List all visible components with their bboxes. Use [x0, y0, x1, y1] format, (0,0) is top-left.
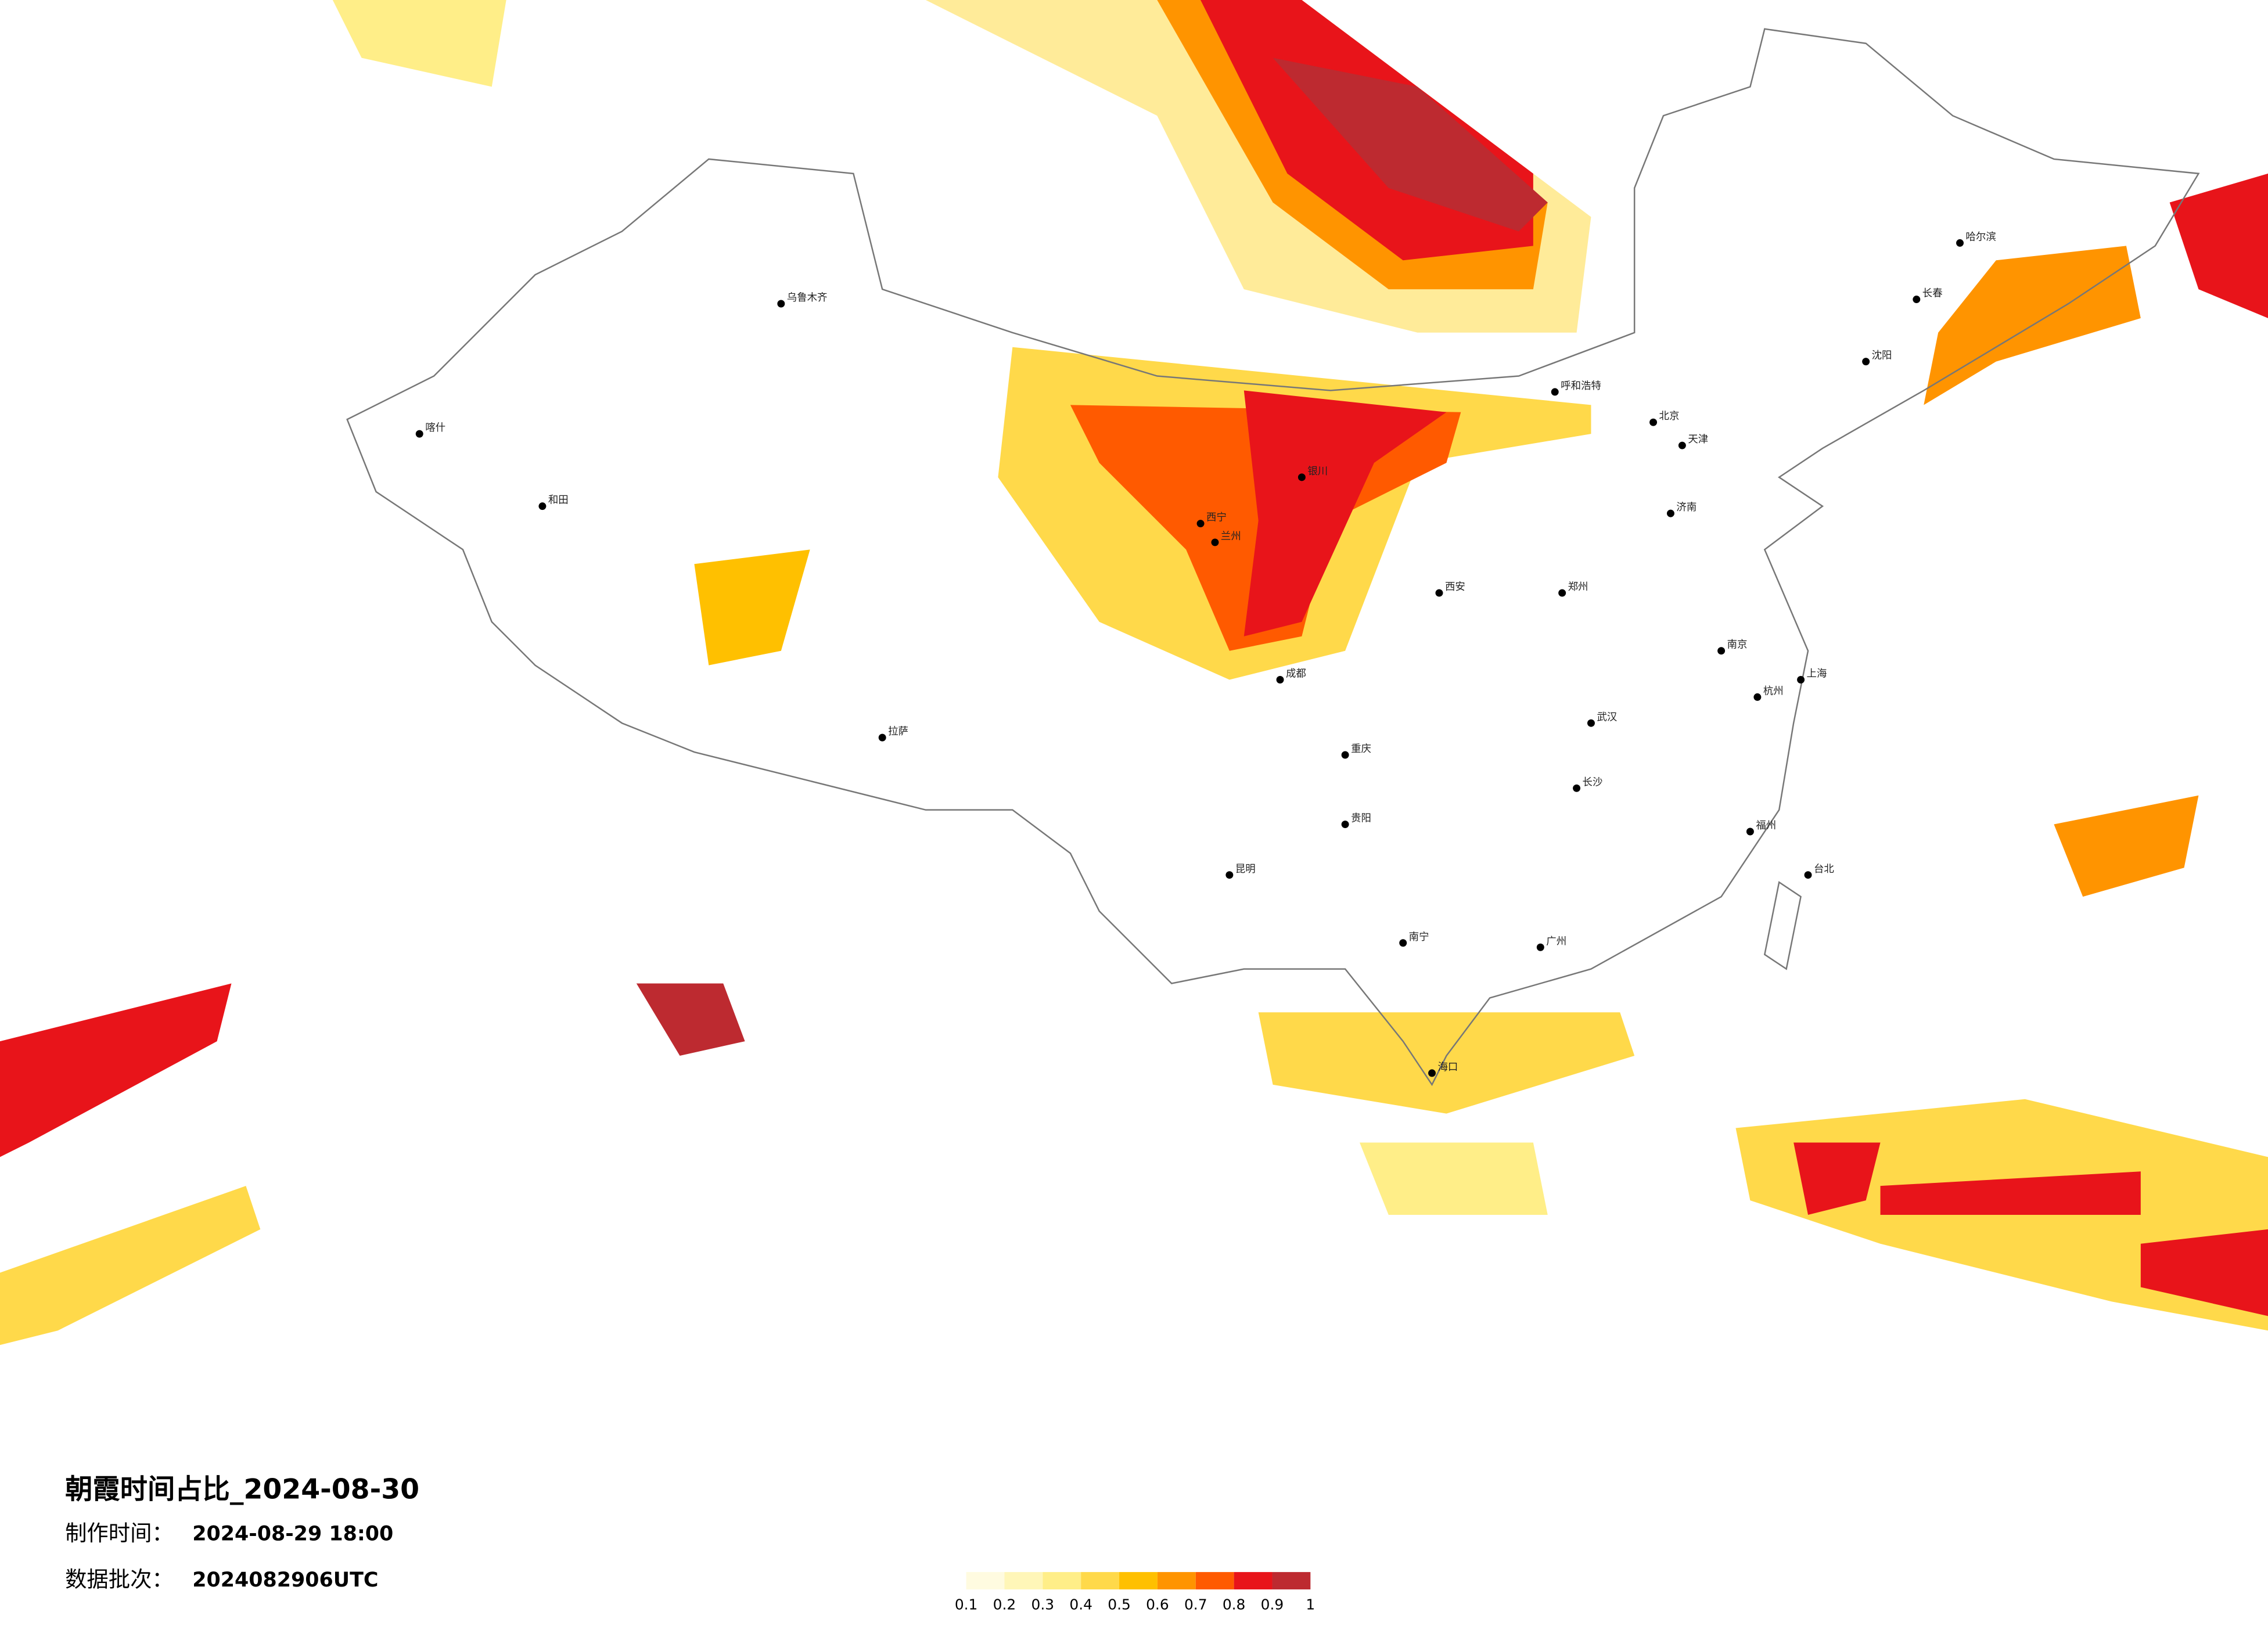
city-dot — [1753, 693, 1762, 701]
made-label: 制作时间： — [65, 1520, 174, 1546]
made-time: 2024-08-29 18:00 — [192, 1522, 393, 1545]
city-label: 银川 — [1307, 466, 1328, 477]
city-label: 北京 — [1659, 411, 1680, 422]
colorbar-cell — [1157, 1572, 1196, 1589]
city-dot — [1558, 589, 1566, 597]
city-label: 喀什 — [425, 422, 445, 434]
city-label: 哈尔滨 — [1965, 231, 1996, 243]
colorbar: 0.1 0.2 0.3 0.4 0.5 0.6 0.7 0.8 0.9 1 — [955, 1572, 1315, 1613]
city-label: 呼和浩特 — [1561, 380, 1601, 392]
city-label: 武汉 — [1597, 711, 1617, 723]
city-label: 长春 — [1922, 288, 1943, 300]
city-dot — [1649, 418, 1658, 426]
city-dot — [1551, 388, 1559, 396]
colorbar-tick-label: 0.6 — [1146, 1596, 1169, 1613]
cloud-field — [0, 0, 2268, 1346]
city-label: 成都 — [1286, 668, 1306, 680]
city-label: 广州 — [1546, 936, 1566, 947]
city-label: 重庆 — [1351, 743, 1371, 755]
colorbar-tick-label: 0.3 — [1031, 1596, 1055, 1613]
city-dot — [1666, 509, 1674, 517]
colorbar-tick-label: 1 — [1306, 1596, 1315, 1613]
colorbar-tick-label: 0.9 — [1261, 1596, 1284, 1613]
city-dot — [1428, 1069, 1436, 1077]
city-label: 台北 — [1814, 864, 1834, 875]
city-dot — [1797, 676, 1805, 684]
title: 朝霞时间占比_2024-08-30 — [65, 1474, 419, 1506]
city-label: 昆明 — [1235, 864, 1256, 875]
city-label: 海口 — [1437, 1062, 1458, 1073]
colorbar-cell — [966, 1572, 1005, 1589]
colorbar-tick-label: 0.1 — [955, 1596, 978, 1613]
colorbar-tick-label: 0.7 — [1184, 1596, 1207, 1613]
colorbar-cell — [1081, 1572, 1120, 1589]
city-dot — [1587, 719, 1595, 727]
city-label: 乌鲁木齐 — [787, 292, 828, 304]
city-label: 上海 — [1807, 668, 1827, 680]
city-dot — [1678, 441, 1686, 449]
city-dot — [415, 430, 423, 438]
city-dot — [1196, 520, 1205, 528]
colorbar-cell — [1234, 1572, 1273, 1589]
batch: 2024082906UTC — [192, 1569, 378, 1592]
city-label: 长沙 — [1583, 776, 1603, 788]
city-dot — [1211, 538, 1219, 546]
city-label: 沈阳 — [1872, 350, 1892, 362]
city-label: 西宁 — [1206, 512, 1227, 524]
china-border — [346, 28, 2200, 1087]
city-label: 南宁 — [1409, 931, 1429, 943]
city-dot — [878, 733, 886, 742]
city-dot — [1913, 296, 1921, 303]
city-dot — [1536, 943, 1544, 951]
city-label: 贵阳 — [1351, 813, 1371, 825]
city-label: 天津 — [1688, 434, 1708, 445]
city-dot — [1573, 784, 1581, 792]
city-dot — [1746, 828, 1754, 836]
colorbar-cell — [1043, 1572, 1081, 1589]
colorbar-tick-label: 0.8 — [1223, 1596, 1246, 1613]
city-dot — [1435, 589, 1443, 597]
city-label: 南京 — [1727, 639, 1748, 651]
city-label: 和田 — [548, 495, 569, 506]
city-dot — [1717, 647, 1726, 655]
colorbar-cell — [1272, 1572, 1311, 1589]
city-dot — [1804, 871, 1812, 879]
city-dot — [1956, 239, 1964, 247]
colorbar-tick-label: 0.5 — [1108, 1596, 1131, 1613]
city-dot — [777, 300, 785, 308]
city-dot — [1225, 871, 1234, 879]
taiwan — [1763, 881, 1802, 970]
city-label: 西安 — [1445, 581, 1465, 593]
colorbar-cell — [1004, 1572, 1043, 1589]
city-dot — [1297, 473, 1306, 481]
city-label: 兰州 — [1221, 531, 1241, 542]
city-dot — [1276, 676, 1284, 684]
colorbar-tick-label: 0.4 — [1069, 1596, 1092, 1613]
city-dot — [1341, 751, 1349, 759]
city-dot — [538, 502, 547, 510]
city-label: 福州 — [1756, 820, 1776, 832]
colorbar-cell — [1119, 1572, 1158, 1589]
city-label: 郑州 — [1568, 581, 1588, 593]
city-dot — [1862, 358, 1870, 366]
city-label: 济南 — [1676, 502, 1696, 513]
batch-label: 数据批次： — [65, 1567, 174, 1592]
city-label: 杭州 — [1763, 685, 1784, 697]
city-label: 拉萨 — [888, 726, 908, 738]
city-dot — [1341, 821, 1349, 829]
city-dot — [1399, 939, 1407, 947]
colorbar-tick-label: 0.2 — [993, 1596, 1016, 1613]
colorbar-cell — [1195, 1572, 1234, 1589]
